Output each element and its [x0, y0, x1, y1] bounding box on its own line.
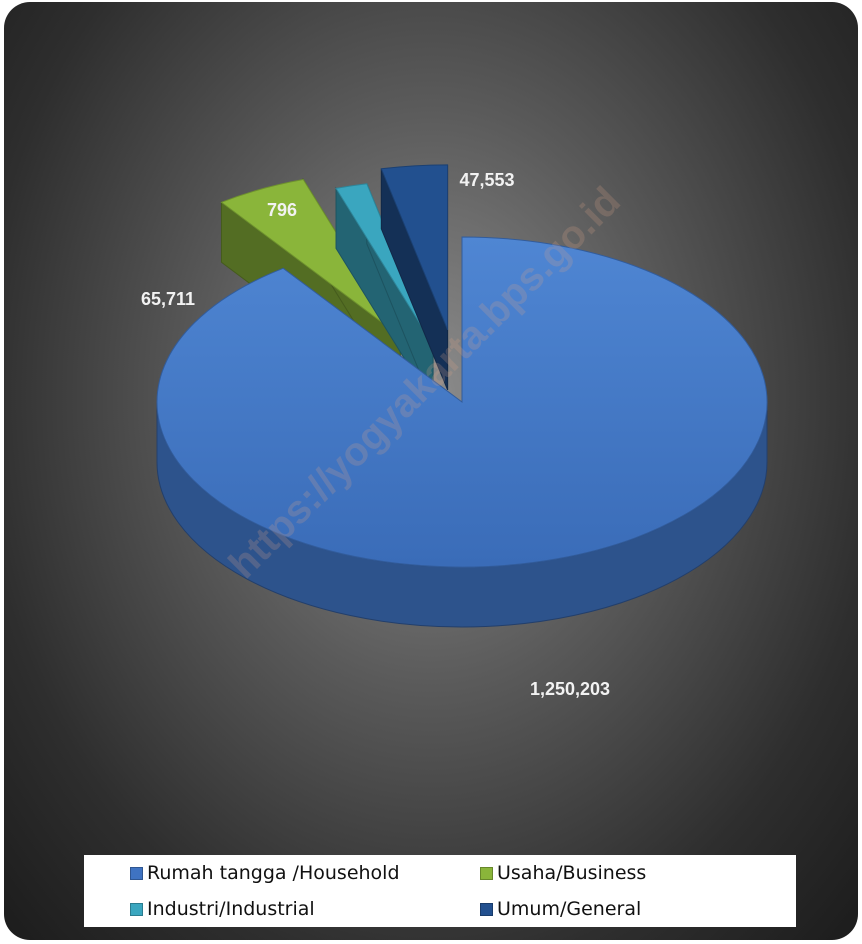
slice-top-face — [335, 183, 434, 346]
data-label: 796 — [267, 200, 297, 220]
legend-swatch — [130, 902, 143, 916]
legend-label: Industri/Industrial — [147, 898, 315, 920]
pie-slices — [156, 164, 768, 628]
legend-label: Usaha/Business — [497, 862, 647, 884]
legend-item: Rumah tangga /Household — [84, 855, 424, 891]
data-label: 65,711 — [141, 289, 195, 309]
pie-slice — [380, 164, 449, 391]
slice-top-face — [380, 164, 449, 331]
pie-slice — [335, 183, 434, 407]
legend-label: Rumah tangga /Household — [147, 862, 400, 884]
legend-item: Umum/General — [424, 891, 796, 927]
legend: Rumah tangga /Household Usaha/Business I… — [84, 855, 796, 927]
data-label: 47,553 — [459, 170, 514, 190]
legend-swatch — [130, 866, 143, 880]
legend-item: Industri/Industrial — [84, 891, 424, 927]
slice-top-face — [220, 178, 401, 337]
data-labels: 1,250,203 65,711 796 47,553 — [141, 170, 610, 699]
legend-label: Umum/General — [497, 898, 642, 920]
legend-swatch — [480, 866, 493, 880]
data-label: 1,250,203 — [530, 679, 610, 699]
chart-frame: 1,250,203 65,711 796 47,553 https://yogyaka… — [4, 2, 858, 940]
legend-swatch — [480, 902, 493, 916]
pie-slice — [156, 236, 768, 628]
legend-item: Usaha/Business — [424, 855, 796, 891]
slice-top-face — [156, 236, 768, 568]
